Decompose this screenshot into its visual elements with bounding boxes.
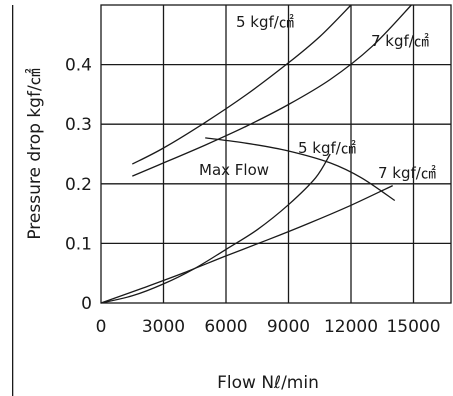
x-axis-title: Flow Nℓ/min: [217, 373, 319, 393]
curve-max-flow: [205, 137, 396, 202]
grid: [101, 5, 451, 303]
x-tick-label: 9000: [267, 317, 310, 337]
y-tick-label: 0.3: [65, 115, 92, 135]
x-tick-label: 0: [96, 317, 107, 337]
y-tick-label: 0.2: [65, 175, 92, 195]
curve-5kgf-upper: [132, 4, 352, 165]
y-tick-label: 0.1: [65, 234, 92, 254]
curve-7kgf-lower: [100, 185, 393, 304]
left-border: [12, 5, 14, 396]
plot-frame: [100, 4, 452, 304]
label-max-flow: Max Flow: [199, 161, 269, 179]
x-tick-label: 3000: [142, 317, 185, 337]
label-7kgf-upper: 7 kgf/㎠: [371, 32, 429, 50]
curve-7kgf-upper: [132, 4, 412, 177]
y-tick-labels: 0 0.1 0.2 0.3 0.4: [65, 56, 92, 314]
curve-5kgf-lower: [100, 153, 331, 304]
y-tick-label: 0.4: [65, 56, 92, 76]
label-7kgf-lower: 7 kgf/㎠: [378, 164, 436, 182]
x-tick-label: 15000: [386, 317, 440, 337]
x-tick-labels: 0 3000 6000 9000 12000 15000: [96, 317, 441, 337]
y-tick-label: 0: [81, 294, 92, 314]
curves: [100, 4, 412, 304]
y-axis-title: Pressure drop kgf/㎠: [25, 68, 45, 239]
x-tick-label: 12000: [324, 317, 378, 337]
label-5kgf-upper: 5 kgf/㎠: [236, 13, 294, 31]
curve-labels: 5 kgf/㎠ 7 kgf/㎠ 5 kgf/㎠ 7 kgf/㎠ Max Flow: [199, 13, 436, 182]
x-tick-label: 6000: [204, 317, 247, 337]
label-5kgf-lower: 5 kgf/㎠: [298, 139, 356, 157]
